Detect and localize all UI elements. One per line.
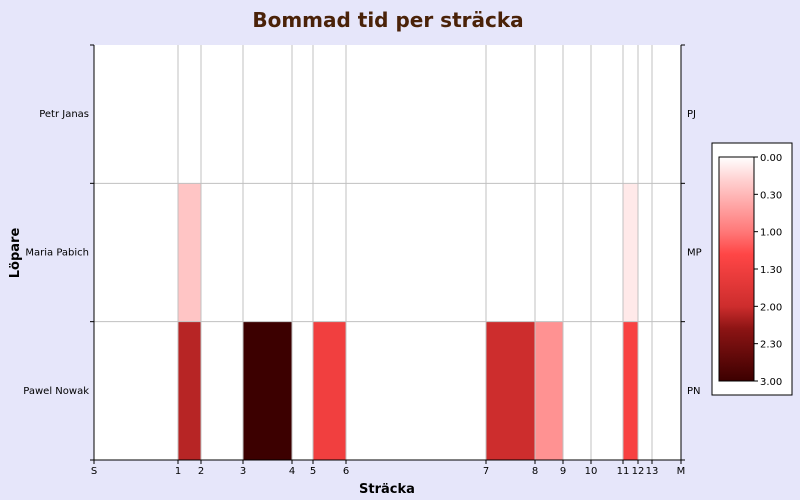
x-tick-label: M — [677, 466, 686, 477]
runner-short-label: PN — [687, 386, 701, 397]
heatmap-cell — [623, 321, 638, 460]
legend-label: 0.00 — [760, 153, 782, 164]
runner-short-label: MP — [687, 248, 702, 259]
heatmap-cell — [313, 321, 346, 460]
x-tick-label: 1 — [175, 466, 181, 477]
legend-color-bar — [718, 156, 755, 382]
x-tick-label: 8 — [532, 466, 538, 477]
heatmap-cell — [243, 321, 292, 460]
x-tick-label: 12 — [632, 466, 645, 477]
x-axis-title: Sträcka — [359, 482, 415, 497]
legend-label: 1.30 — [760, 265, 782, 276]
x-tick-label: 6 — [343, 466, 349, 477]
heatmap-cell — [535, 321, 563, 460]
legend-label: 2.30 — [760, 340, 782, 351]
heatmap-cell — [486, 321, 535, 460]
x-tick-label: 7 — [483, 466, 489, 477]
x-tick-label: 2 — [198, 466, 204, 477]
heatmap-cell — [178, 183, 201, 322]
legend-label: 3.00 — [760, 377, 782, 388]
x-tick-label: 4 — [289, 466, 295, 477]
y-axis-title: Löpare — [8, 228, 23, 279]
chart-title: Bommad tid per sträcka — [252, 8, 523, 32]
x-tick-label: 10 — [585, 466, 598, 477]
runner-name-label: Petr Janas — [39, 109, 89, 120]
x-tick-label: 5 — [310, 466, 316, 477]
heatmap-cell — [623, 183, 638, 322]
x-tick-label: 13 — [646, 466, 659, 477]
legend-label: 2.00 — [760, 302, 782, 313]
legend-label: 1.00 — [760, 228, 782, 239]
runner-name-label: Pawel Nowak — [23, 386, 89, 397]
runner-short-label: PJ — [687, 109, 696, 120]
x-tick-label: 11 — [617, 466, 630, 477]
x-tick-label: 3 — [240, 466, 246, 477]
x-tick-label: S — [91, 466, 97, 477]
heatmap-cell — [178, 321, 201, 460]
legend-label: 0.30 — [760, 190, 782, 201]
runner-name-label: Maria Pabich — [25, 248, 89, 259]
x-tick-label: 9 — [560, 466, 566, 477]
